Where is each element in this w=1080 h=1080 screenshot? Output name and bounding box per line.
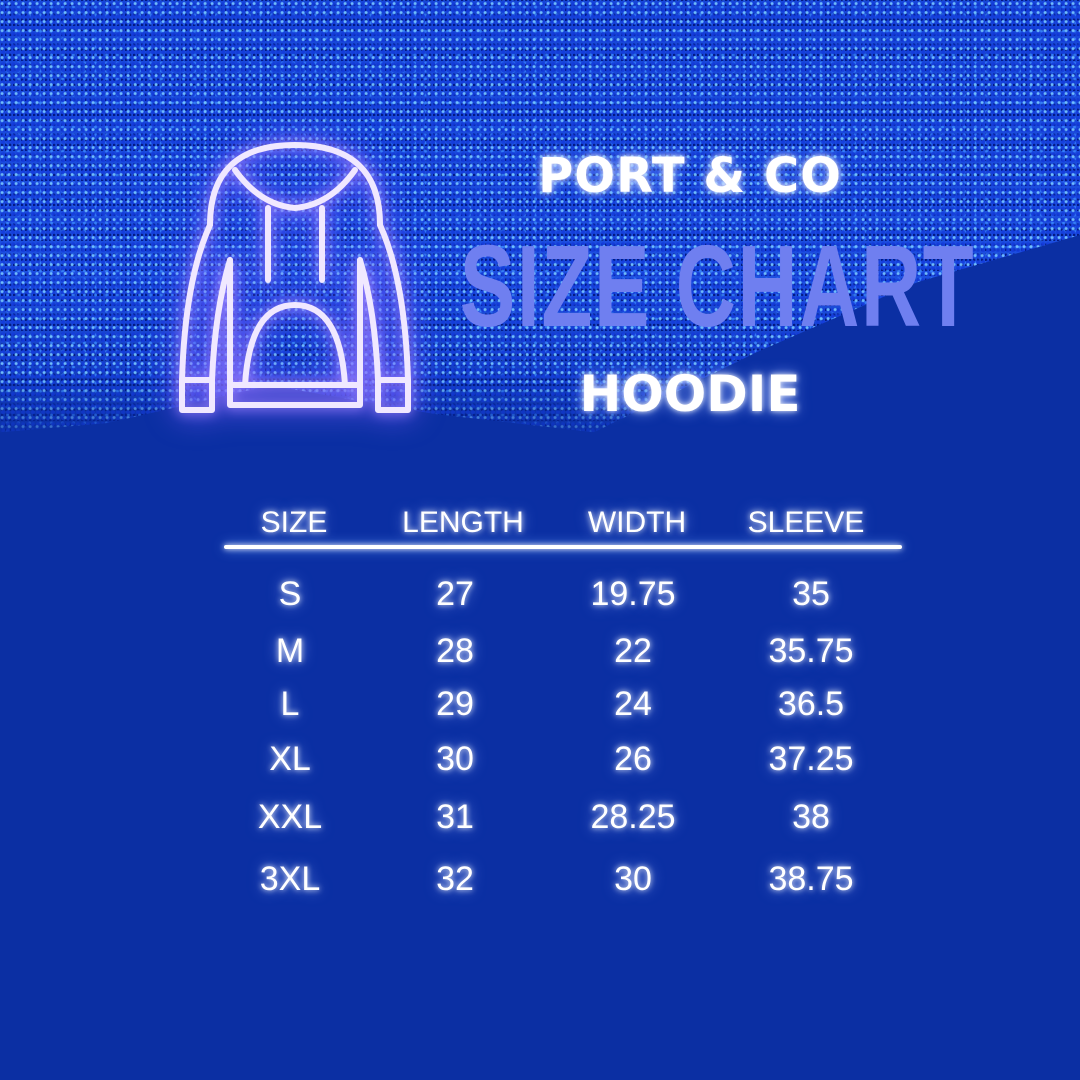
cell-size: M: [275, 632, 305, 670]
column-header-size: SIZE: [260, 506, 328, 539]
cell-sleeve: 35: [792, 575, 830, 613]
cell-sleeve: 35.75: [768, 632, 854, 670]
cell-length: 32: [436, 860, 474, 898]
cell-width: 24: [614, 685, 652, 723]
cell-size: S: [278, 575, 302, 613]
cell-length: 28: [436, 632, 474, 670]
cell-width: 19.75: [590, 575, 676, 613]
brand-name: PORT & CO: [538, 148, 842, 204]
cell-length: 31: [436, 798, 474, 836]
cell-sleeve: 37.25: [768, 740, 854, 778]
cell-size: 3XL: [259, 860, 321, 898]
cell-length: 27: [436, 575, 474, 613]
cell-length: 30: [436, 740, 474, 778]
page-title: SIZE CHART: [459, 221, 976, 351]
cell-length: 29: [436, 685, 474, 723]
cell-width: 26: [614, 740, 652, 778]
cell-width: 28.25: [590, 798, 676, 836]
cell-size: L: [280, 685, 300, 723]
cell-size: XXL: [257, 798, 323, 836]
cell-sleeve: 38: [792, 798, 830, 836]
column-header-length: LENGTH: [402, 506, 524, 539]
header-divider: [224, 545, 902, 549]
column-header-width: WIDTH: [587, 506, 687, 539]
hoodie-icon: [179, 142, 411, 413]
cell-sleeve: 36.5: [777, 685, 845, 723]
cell-width: 30: [614, 860, 652, 898]
product-type: HOODIE: [579, 365, 801, 423]
cell-size: XL: [269, 740, 311, 778]
cell-sleeve: 38.75: [768, 860, 854, 898]
column-header-sleeve: SLEEVE: [747, 506, 865, 539]
cell-width: 22: [614, 632, 652, 670]
